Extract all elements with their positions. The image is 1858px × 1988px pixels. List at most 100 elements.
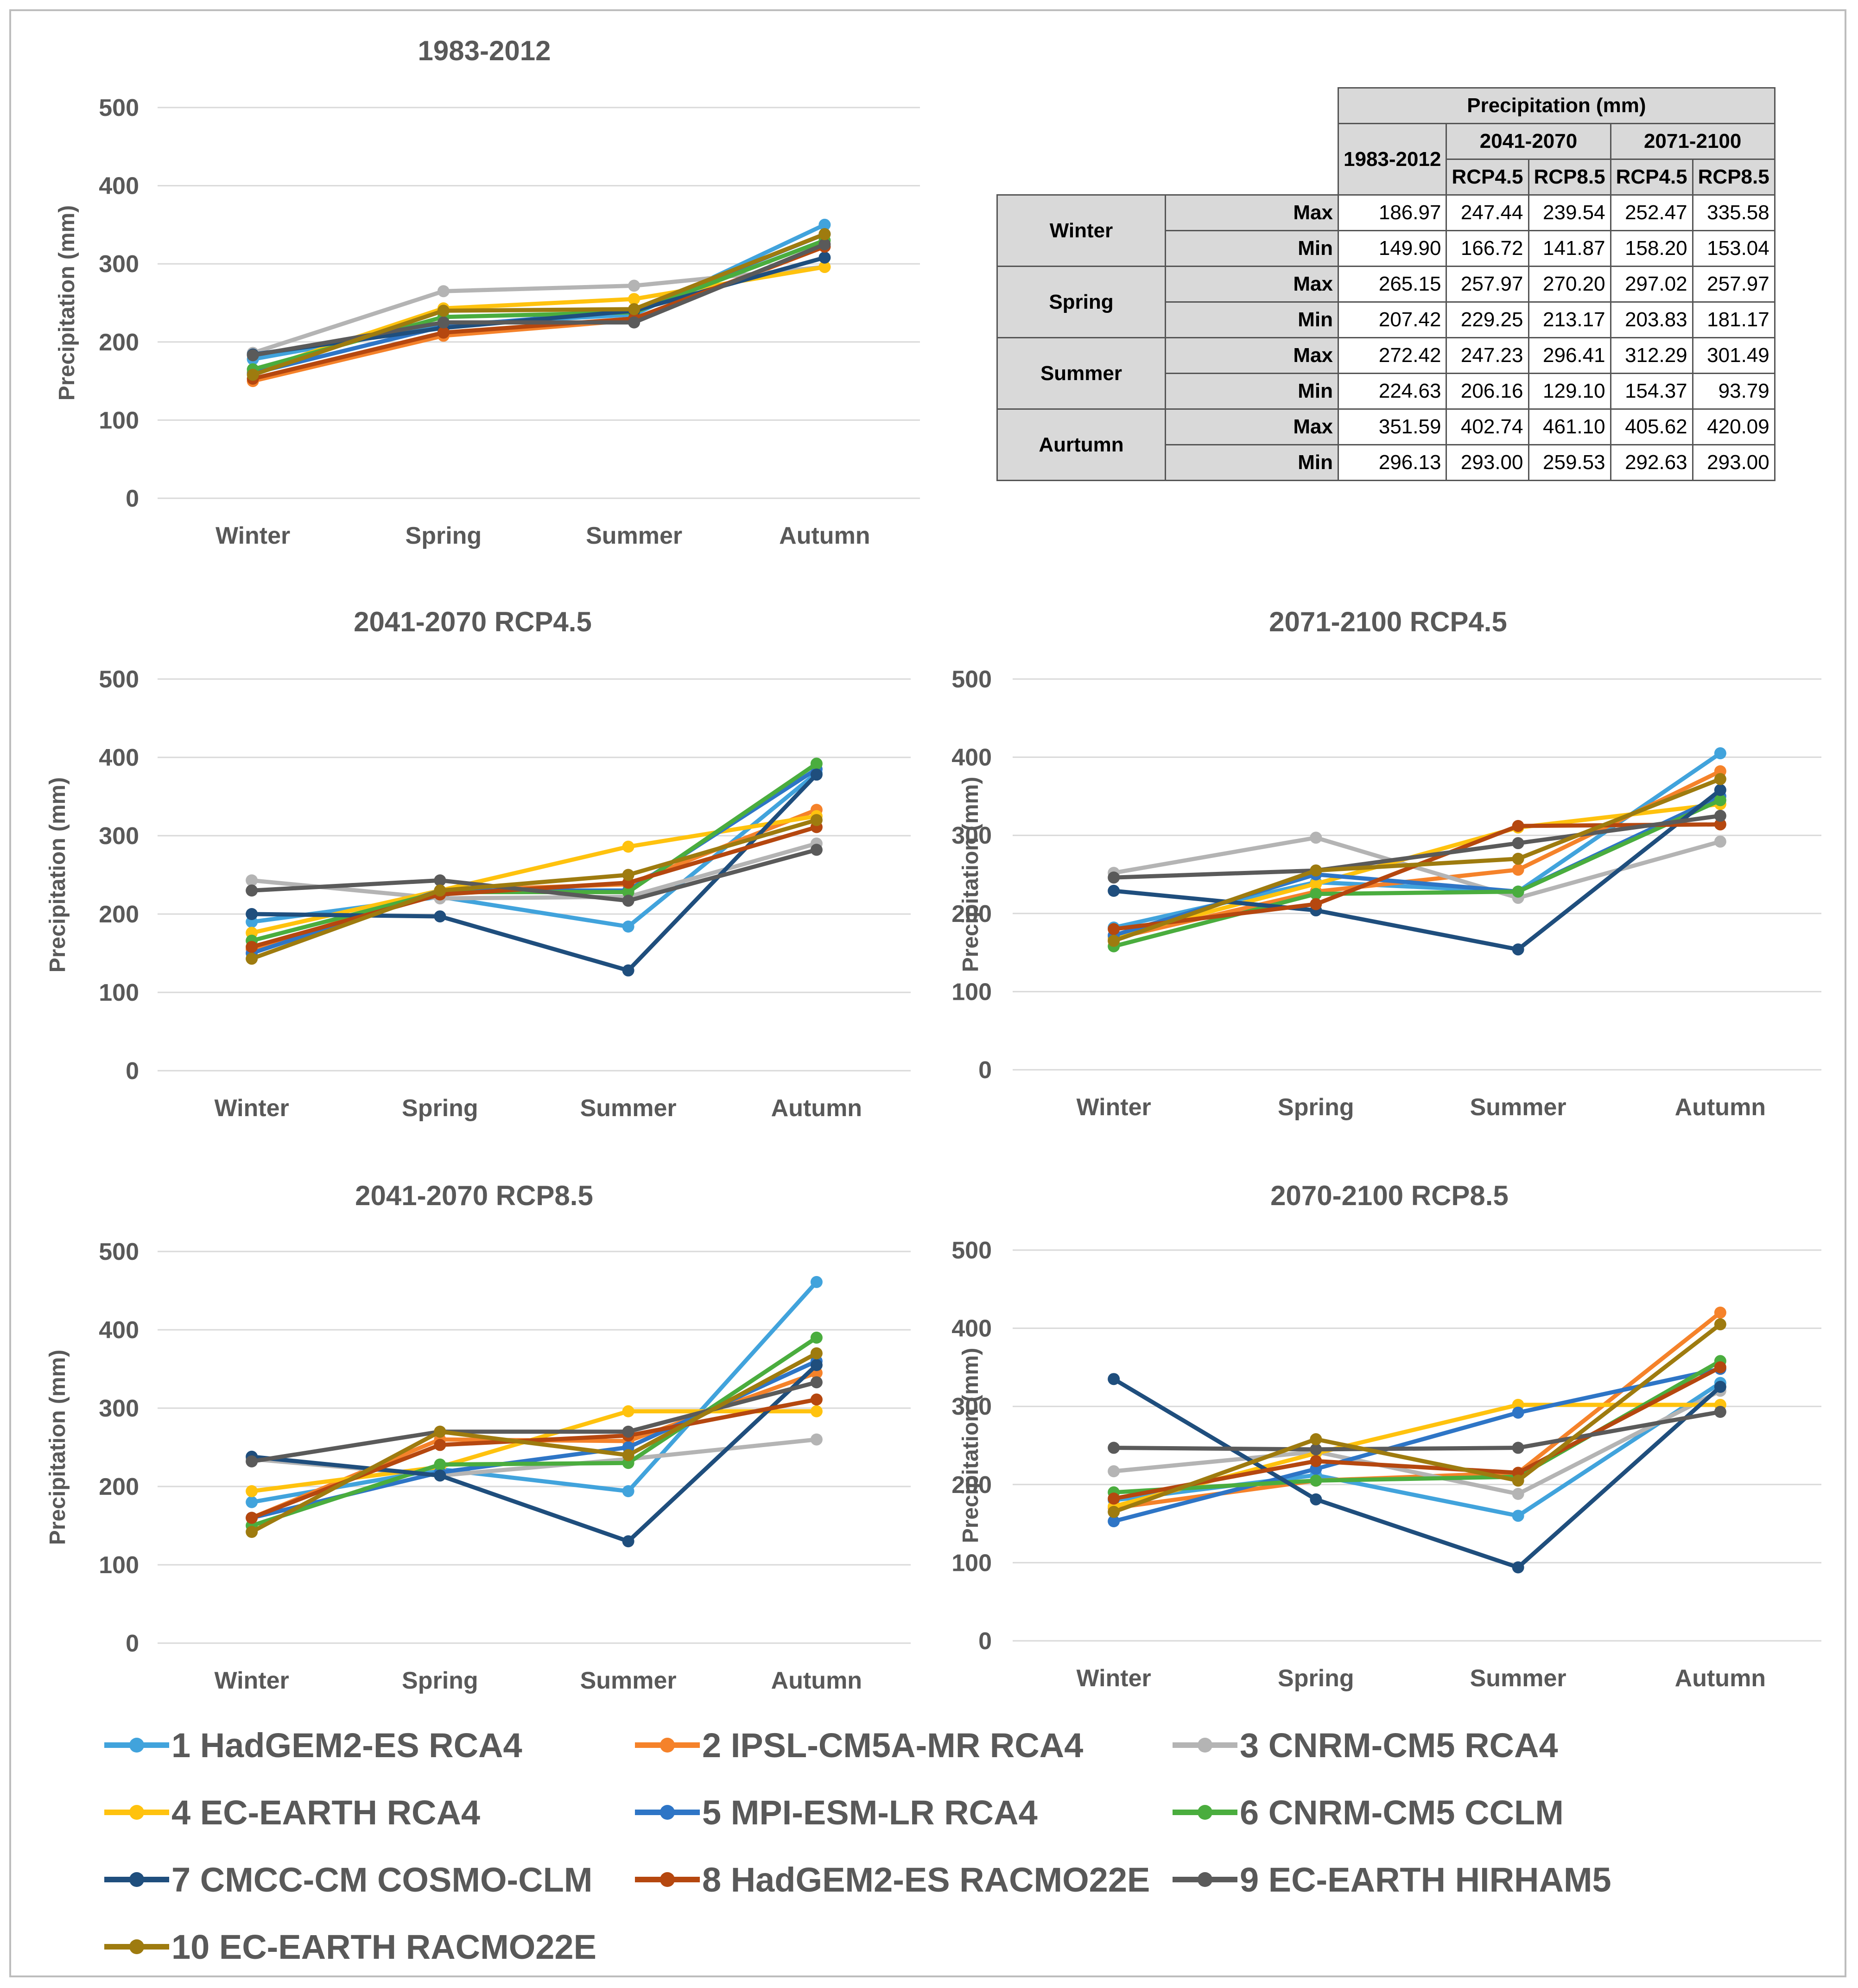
y-axis-title: Precipitation (mm) bbox=[45, 1350, 70, 1545]
table-cell: 293.00 bbox=[1446, 444, 1529, 481]
data-point bbox=[246, 953, 258, 965]
series-line bbox=[251, 1336, 818, 1528]
table-cell: 335.58 bbox=[1692, 194, 1776, 231]
table-cell: 296.41 bbox=[1528, 337, 1611, 374]
table-row: Min 149.90 166.72 141.87 158.20 153.04 bbox=[997, 230, 1776, 267]
x-tick-label: Winter bbox=[216, 522, 290, 549]
x-tick-label: Autumn bbox=[771, 1095, 862, 1122]
data-point bbox=[810, 769, 823, 781]
legend-label: 3 CNRM-CM5 RCA4 bbox=[1240, 1726, 1558, 1765]
series-9 bbox=[247, 238, 831, 362]
data-point bbox=[1512, 1510, 1524, 1522]
figure-frame bbox=[9, 9, 1846, 1977]
table-cell: 129.10 bbox=[1528, 373, 1611, 410]
data-point bbox=[437, 316, 450, 329]
y-tick-label: 400 bbox=[951, 744, 992, 771]
table-cell: 149.90 bbox=[1337, 230, 1447, 267]
data-point bbox=[1714, 1318, 1726, 1331]
y-tick-label: 400 bbox=[99, 173, 139, 200]
table-cell: 158.20 bbox=[1610, 230, 1693, 267]
legend-label: 5 MPI-ESM-LR RCA4 bbox=[702, 1793, 1038, 1832]
data-point bbox=[810, 1433, 823, 1446]
data-point bbox=[1714, 773, 1726, 785]
data-point bbox=[622, 886, 634, 898]
chart-panel-3: 2071-2100 RCP4.5 0 100 200 300 400 500 Precipit… bbox=[951, 606, 1821, 1121]
data-point bbox=[810, 814, 823, 826]
table-season: Spring bbox=[996, 266, 1166, 338]
y-tick-label: 300 bbox=[99, 1395, 139, 1422]
series-line bbox=[251, 848, 818, 903]
y-tick-label: 0 bbox=[126, 1630, 139, 1657]
series-5 bbox=[1108, 1363, 1726, 1528]
legend-swatch-marker bbox=[129, 1805, 144, 1820]
y-tick-label: 300 bbox=[951, 1393, 992, 1420]
x-tick-label: Spring bbox=[406, 522, 482, 549]
series-7 bbox=[1108, 1373, 1726, 1574]
legend-item: 8 HadGEM2-ES RACMO22E bbox=[635, 1861, 1150, 1899]
data-point bbox=[1714, 835, 1726, 848]
chart-title: 2041-2070 RCP4.5 bbox=[354, 606, 592, 637]
table-cell: 153.04 bbox=[1692, 230, 1776, 267]
data-point bbox=[1714, 784, 1726, 796]
data-point bbox=[810, 1376, 823, 1389]
data-point bbox=[1310, 898, 1322, 910]
data-point bbox=[246, 884, 258, 897]
series-4 bbox=[1108, 798, 1726, 943]
series-10 bbox=[247, 228, 831, 381]
table-cell: 207.42 bbox=[1337, 301, 1447, 338]
data-point bbox=[1512, 885, 1524, 898]
chart-panel-4: 2041-2070 RCP8.5 0 100 200 300 400 500 Precipit… bbox=[45, 1180, 911, 1694]
table-cell: 301.49 bbox=[1692, 337, 1776, 374]
y-tick-label: 500 bbox=[99, 1239, 139, 1265]
data-point bbox=[1714, 1361, 1726, 1373]
data-point bbox=[810, 1331, 823, 1344]
data-point bbox=[622, 1485, 634, 1498]
y-tick-label: 0 bbox=[126, 1058, 139, 1085]
table-row: Min 207.42 229.25 213.17 203.83 181.17 bbox=[997, 301, 1776, 338]
y-tick-label: 500 bbox=[99, 95, 139, 121]
data-point bbox=[622, 1405, 634, 1417]
table-season: Summer bbox=[996, 337, 1166, 410]
y-tick-label: 100 bbox=[99, 1552, 139, 1579]
data-point bbox=[434, 884, 446, 897]
y-tick-label: 300 bbox=[99, 823, 139, 850]
x-tick-label: Spring bbox=[402, 1667, 478, 1694]
legend-label: 6 CNRM-CM5 CCLM bbox=[1240, 1793, 1564, 1832]
data-point bbox=[1512, 1442, 1524, 1454]
table-cell: 405.62 bbox=[1610, 408, 1693, 445]
data-point bbox=[818, 260, 831, 273]
data-point bbox=[246, 908, 258, 920]
table-min-label: Min bbox=[1165, 230, 1339, 267]
table-scenario: RCP4.5 bbox=[1446, 159, 1529, 196]
data-point bbox=[246, 1496, 258, 1508]
table-cell: 203.83 bbox=[1610, 301, 1693, 338]
y-axis-title: Precipitation (mm) bbox=[958, 1348, 983, 1543]
data-point bbox=[810, 1359, 823, 1372]
table-max-label: Max bbox=[1165, 408, 1339, 445]
x-tick-label: Spring bbox=[1278, 1665, 1354, 1692]
x-tick-label: Summer bbox=[1470, 1665, 1566, 1692]
table-cell: 402.74 bbox=[1446, 408, 1529, 445]
y-axis-title: Precipitation (mm) bbox=[55, 205, 79, 400]
table-cell: 93.79 bbox=[1692, 373, 1776, 410]
data-point bbox=[246, 874, 258, 887]
x-tick-label: Autumn bbox=[771, 1667, 862, 1694]
data-point bbox=[1310, 1455, 1322, 1467]
data-point bbox=[622, 1425, 634, 1438]
data-point bbox=[622, 840, 634, 853]
y-tick-label: 0 bbox=[978, 1628, 992, 1655]
y-tick-label: 200 bbox=[99, 329, 139, 356]
table-season: Aurtumn bbox=[996, 408, 1166, 481]
x-tick-label: Spring bbox=[402, 1095, 478, 1122]
table-period-baseline: 1983-2012 bbox=[1337, 123, 1447, 196]
series-line bbox=[1112, 1377, 1722, 1570]
data-point bbox=[1714, 818, 1726, 831]
data-point bbox=[437, 305, 450, 317]
data-point bbox=[434, 1469, 446, 1482]
y-tick-label: 0 bbox=[978, 1057, 992, 1084]
x-tick-label: Summer bbox=[586, 522, 682, 549]
y-tick-label: 0 bbox=[126, 485, 139, 512]
legend-item: 6 CNRM-CM5 CCLM bbox=[1173, 1793, 1564, 1832]
table-cell: 461.10 bbox=[1528, 408, 1611, 445]
data-point bbox=[434, 1439, 446, 1451]
